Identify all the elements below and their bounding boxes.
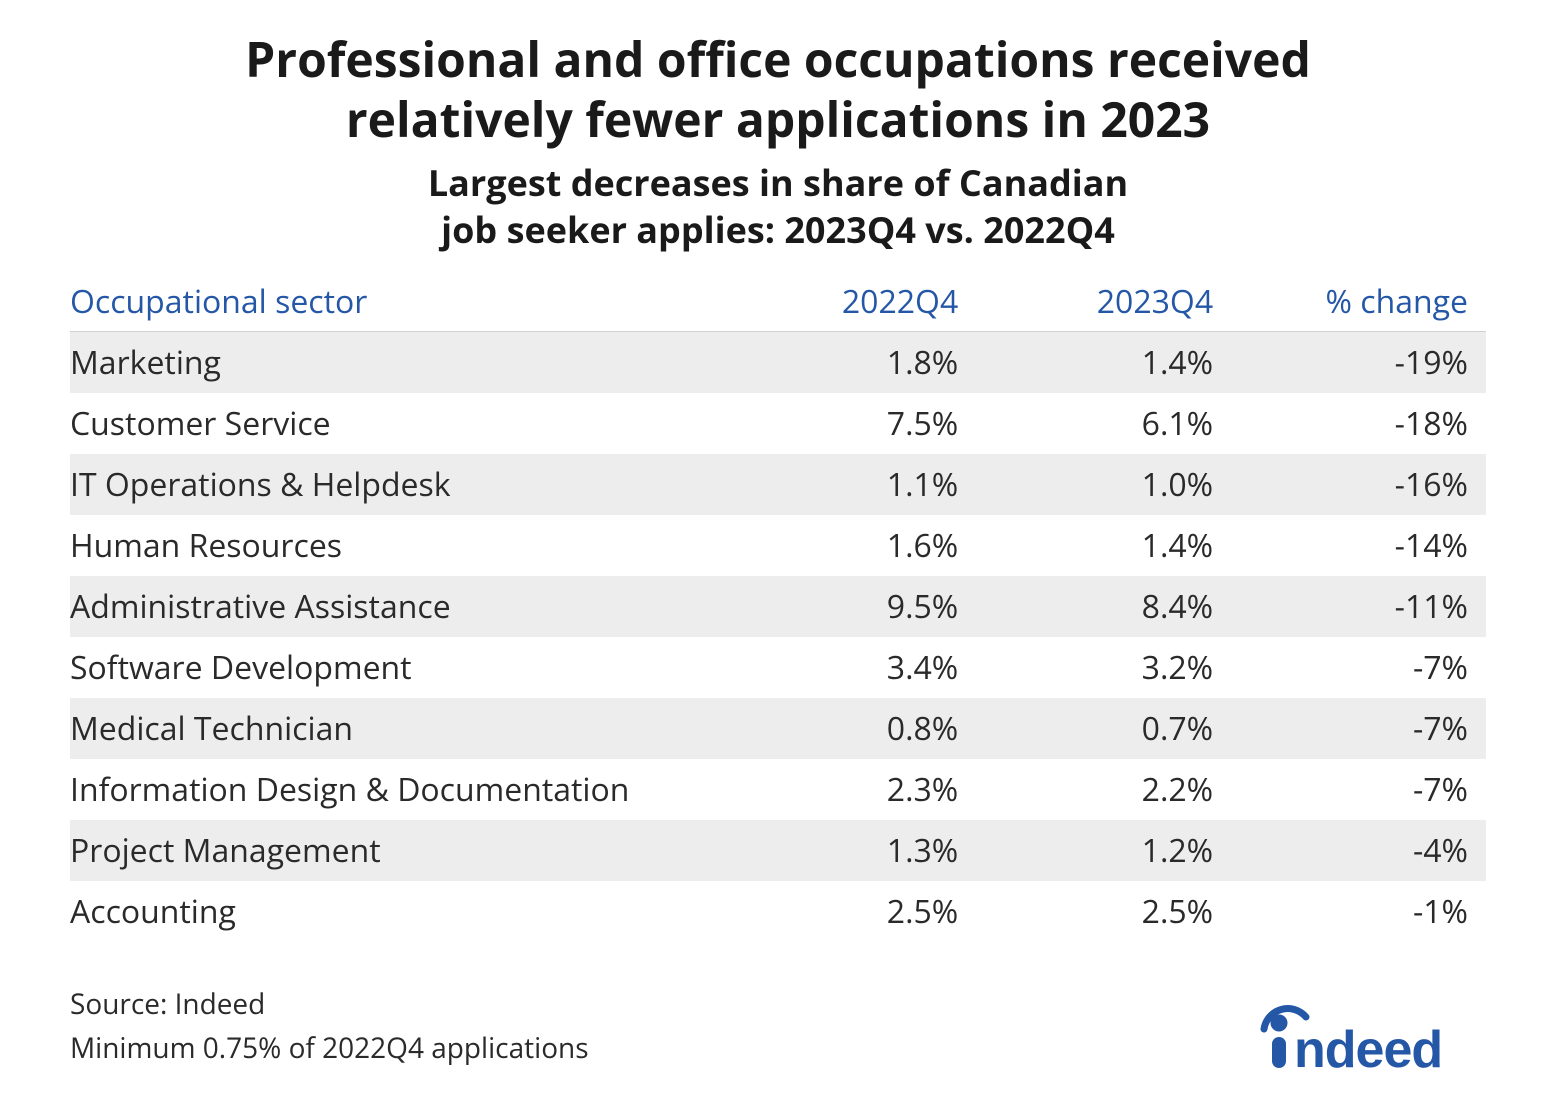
cell-change: -18% [1231, 393, 1486, 454]
cell-2022q4: 9.5% [721, 576, 976, 637]
cell-change: -19% [1231, 331, 1486, 393]
cell-sector: Accounting [70, 881, 721, 942]
table-row: Project Management1.3%1.2%-4% [70, 820, 1486, 881]
table-row: Customer Service7.5%6.1%-18% [70, 393, 1486, 454]
cell-2023q4: 1.0% [976, 454, 1231, 515]
cell-2023q4: 1.2% [976, 820, 1231, 881]
cell-2022q4: 0.8% [721, 698, 976, 759]
cell-sector: Administrative Assistance [70, 576, 721, 637]
table-header-row: Occupational sector 2022Q4 2023Q4 % chan… [70, 272, 1486, 332]
table-row: Administrative Assistance9.5%8.4%-11% [70, 576, 1486, 637]
cell-change: -11% [1231, 576, 1486, 637]
cell-2023q4: 0.7% [976, 698, 1231, 759]
cell-sector: Human Resources [70, 515, 721, 576]
table-row: Marketing1.8%1.4%-19% [70, 331, 1486, 393]
table-row: IT Operations & Helpdesk1.1%1.0%-16% [70, 454, 1486, 515]
chart-subtitle: Largest decreases in share of Canadian j… [70, 160, 1486, 254]
cell-2022q4: 1.6% [721, 515, 976, 576]
cell-change: -7% [1231, 637, 1486, 698]
table-body: Marketing1.8%1.4%-19%Customer Service7.5… [70, 331, 1486, 942]
svg-text:ndeed: ndeed [1294, 1021, 1442, 1071]
table-row: Medical Technician0.8%0.7%-7% [70, 698, 1486, 759]
cell-2022q4: 7.5% [721, 393, 976, 454]
cell-sector: Project Management [70, 820, 721, 881]
data-table: Occupational sector 2022Q4 2023Q4 % chan… [70, 272, 1486, 942]
cell-change: -7% [1231, 698, 1486, 759]
cell-2022q4: 1.8% [721, 331, 976, 393]
col-header-2022q4: 2022Q4 [721, 272, 976, 332]
cell-sector: Information Design & Documentation [70, 759, 721, 820]
footer-text: Source: Indeed Minimum 0.75% of 2022Q4 a… [70, 982, 589, 1072]
cell-change: -14% [1231, 515, 1486, 576]
cell-2023q4: 3.2% [976, 637, 1231, 698]
table-row: Information Design & Documentation2.3%2.… [70, 759, 1486, 820]
cell-sector: Customer Service [70, 393, 721, 454]
cell-sector: Medical Technician [70, 698, 721, 759]
cell-2022q4: 3.4% [721, 637, 976, 698]
cell-sector: Software Development [70, 637, 721, 698]
footer-note: Minimum 0.75% of 2022Q4 applications [70, 1026, 589, 1071]
chart-title: Professional and office occupations rece… [70, 30, 1486, 150]
cell-change: -7% [1231, 759, 1486, 820]
cell-2022q4: 1.1% [721, 454, 976, 515]
cell-2022q4: 2.5% [721, 881, 976, 942]
cell-2023q4: 8.4% [976, 576, 1231, 637]
col-header-sector: Occupational sector [70, 272, 721, 332]
table-row: Accounting2.5%2.5%-1% [70, 881, 1486, 942]
cell-2023q4: 1.4% [976, 331, 1231, 393]
table-row: Software Development3.4%3.2%-7% [70, 637, 1486, 698]
footer-source: Source: Indeed [70, 982, 589, 1027]
subtitle-line-2: job seeker applies: 2023Q4 vs. 2022Q4 [441, 205, 1115, 254]
table-row: Human Resources1.6%1.4%-14% [70, 515, 1486, 576]
cell-change: -16% [1231, 454, 1486, 515]
cell-2023q4: 2.5% [976, 881, 1231, 942]
col-header-change: % change [1231, 272, 1486, 332]
cell-2023q4: 2.2% [976, 759, 1231, 820]
subtitle-line-1: Largest decreases in share of Canadian [428, 158, 1128, 207]
cell-2022q4: 2.3% [721, 759, 976, 820]
cell-sector: Marketing [70, 331, 721, 393]
title-line-1: Professional and office occupations rece… [245, 27, 1311, 92]
cell-change: -1% [1231, 881, 1486, 942]
cell-2022q4: 1.3% [721, 820, 976, 881]
cell-2023q4: 1.4% [976, 515, 1231, 576]
cell-change: -4% [1231, 820, 1486, 881]
cell-sector: IT Operations & Helpdesk [70, 454, 721, 515]
indeed-logo: ndeed [1246, 1001, 1486, 1071]
title-line-2: relatively fewer applications in 2023 [346, 87, 1210, 152]
col-header-2023q4: 2023Q4 [976, 272, 1231, 332]
cell-2023q4: 6.1% [976, 393, 1231, 454]
chart-footer: Source: Indeed Minimum 0.75% of 2022Q4 a… [70, 982, 1486, 1072]
